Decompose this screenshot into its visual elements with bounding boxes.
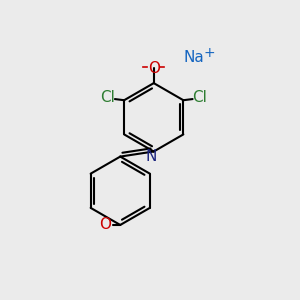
Text: N: N	[145, 149, 157, 164]
Text: Cl: Cl	[192, 90, 207, 105]
Text: +: +	[203, 46, 215, 60]
Text: Cl: Cl	[100, 90, 116, 105]
Text: Na: Na	[184, 50, 205, 65]
Text: O: O	[148, 61, 160, 76]
Text: O: O	[99, 218, 111, 232]
